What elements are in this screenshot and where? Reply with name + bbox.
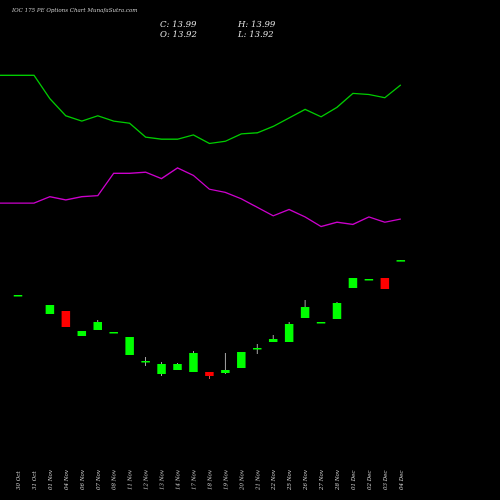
x-tick-label: 04 Dec	[399, 471, 405, 491]
x-tick-label: 19 Nov	[223, 469, 229, 490]
candle-body	[93, 322, 102, 330]
x-tick-label: 18 Nov	[207, 469, 213, 490]
x-tick-label: 11 Nov	[128, 469, 134, 490]
x-tick-label: 06 Nov	[80, 469, 86, 490]
candle	[380, 278, 390, 289]
x-tick-label: 31 Oct	[32, 471, 38, 490]
x-tick-label: 30 Oct	[16, 471, 22, 490]
candle-body	[13, 295, 23, 297]
candle	[141, 357, 150, 366]
high-readout: H: 13.99	[238, 20, 276, 30]
candle	[157, 362, 166, 376]
candle-body	[45, 305, 55, 314]
x-tick-label: 04 Nov	[64, 469, 70, 490]
candle-body	[77, 331, 87, 336]
candle	[396, 260, 406, 262]
x-tick-label: 12 Nov	[144, 469, 150, 490]
x-tick-label: 03 Dec	[383, 471, 389, 491]
candle-body	[189, 353, 198, 372]
indicator-lines	[0, 74, 402, 228]
candles	[13, 260, 406, 379]
x-tick-label: 07 Nov	[96, 469, 102, 490]
candle-body	[109, 332, 118, 334]
x-tick-label: 21 Nov	[255, 469, 261, 491]
candle	[45, 305, 55, 314]
open-readout: O: 13.92	[160, 30, 197, 40]
candle	[77, 331, 87, 336]
series-line-0	[0, 74, 402, 145]
candle-body	[253, 348, 262, 350]
candle-body	[125, 337, 134, 355]
candle	[268, 335, 278, 342]
candle-body	[332, 303, 342, 319]
candle-body	[61, 311, 71, 327]
candle	[93, 320, 102, 330]
candle	[284, 322, 294, 342]
low-readout: L: 13.92	[238, 30, 274, 40]
candle	[316, 322, 326, 324]
x-tick-label: 02 Dec	[367, 471, 373, 491]
candle	[253, 344, 262, 354]
candle-body	[237, 352, 246, 368]
candle	[221, 353, 230, 374]
x-tick-label: 28 Nov	[335, 469, 341, 491]
candle	[205, 372, 214, 379]
x-axis-labels: 30 Oct 31 Oct 01 Nov 04 Nov 06 Nov 07 Nov 08 N…	[16, 469, 405, 491]
candle	[189, 351, 198, 372]
series-line-1	[0, 167, 401, 228]
candle	[61, 311, 71, 327]
x-tick-label: 22 Nov	[271, 469, 277, 491]
candle	[125, 337, 134, 355]
chart-title: IOC 175 PE Options Chart MunafaSutra.com	[12, 8, 138, 14]
x-tick-label: 14 Nov	[176, 469, 182, 490]
candle-body	[268, 339, 278, 342]
x-tick-label: 08 Nov	[112, 469, 118, 490]
candle-body	[141, 361, 150, 363]
x-tick-label: 01 Nov	[48, 469, 54, 490]
candle	[364, 279, 374, 281]
candle-body	[396, 260, 406, 262]
candle	[109, 332, 118, 334]
candle-body	[364, 279, 374, 281]
candle-body	[284, 324, 294, 342]
candle-body	[205, 372, 214, 376]
candle-body	[316, 322, 326, 324]
x-tick-label: 26 Nov	[303, 469, 309, 491]
candle-body	[157, 364, 166, 374]
close-readout: C: 13.99	[160, 20, 197, 30]
candle	[332, 302, 342, 319]
candle	[237, 352, 246, 368]
x-tick-label: 25 Nov	[287, 469, 293, 491]
x-tick-label: 20 Nov	[239, 469, 245, 491]
candle-body	[221, 370, 230, 373]
x-tick-label: 27 Nov	[319, 469, 325, 491]
candle-body	[300, 307, 310, 318]
x-tick-label: 17 Nov	[191, 469, 197, 490]
x-tick-label: 01 Dec	[351, 471, 357, 491]
candle	[348, 278, 358, 288]
candle-body	[380, 278, 390, 289]
candle	[173, 363, 182, 370]
candle-body	[173, 364, 182, 370]
candle	[300, 300, 310, 318]
candle-body	[348, 278, 358, 288]
x-tick-label: 13 Nov	[160, 469, 166, 490]
candle	[13, 295, 23, 297]
